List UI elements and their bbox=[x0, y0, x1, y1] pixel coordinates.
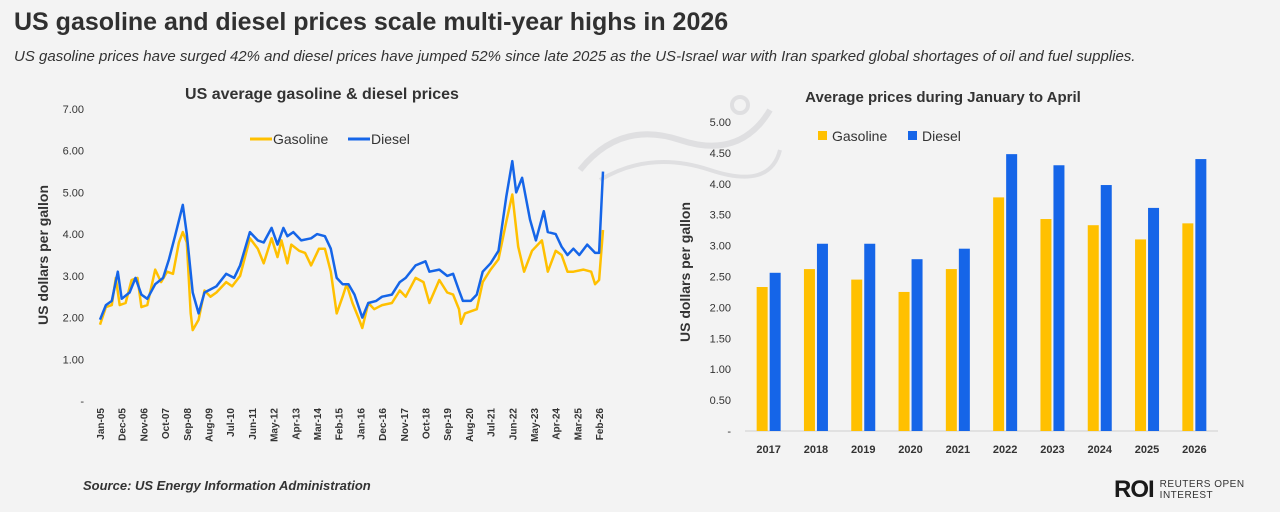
chart1-ytick-label: 5.00 bbox=[63, 187, 84, 199]
chart2-bar-gasoline bbox=[1135, 239, 1147, 431]
chart1-y-axis-label: US dollars per gallon bbox=[35, 185, 51, 325]
chart1-ytick-label: 2.00 bbox=[63, 313, 84, 325]
chart2-xtick-label: 2018 bbox=[804, 444, 828, 456]
chart2-bar-diesel bbox=[1006, 154, 1018, 432]
chart1-ytick-label: 7.00 bbox=[63, 104, 84, 116]
chart2-ytick-label: 2.00 bbox=[710, 302, 731, 314]
chart1-xtick-label: Dec-05 bbox=[118, 408, 129, 441]
chart2-ytick-label: 0.50 bbox=[710, 395, 731, 407]
chart2-legend-swatch bbox=[908, 131, 917, 140]
chart2-xtick-label: 2019 bbox=[851, 444, 875, 456]
chart1-series-line-diesel bbox=[98, 159, 605, 321]
chart2-bar-gasoline bbox=[803, 269, 815, 431]
chart2-ytick-label: - bbox=[727, 426, 731, 438]
chart2-bar-diesel bbox=[864, 243, 876, 431]
chart1-xtick-label: Apr-13 bbox=[291, 408, 302, 440]
chart2-legend-swatch bbox=[818, 131, 827, 140]
chart2-ytick-label: 4.50 bbox=[710, 148, 731, 160]
chart1-xtick-label: May-12 bbox=[270, 408, 281, 442]
chart2-xtick-label: 2024 bbox=[1088, 444, 1113, 456]
chart1-xtick-label: Dec-16 bbox=[378, 408, 389, 441]
chart1-xtick-label: Jan-05 bbox=[96, 408, 107, 440]
chart2-ytick-label: 1.00 bbox=[710, 364, 731, 376]
chart2-bar-diesel bbox=[816, 243, 828, 431]
chart1-xtick-label: Jul-10 bbox=[226, 408, 237, 437]
chart2-y-axis-label: US dollars per gallon bbox=[677, 202, 693, 342]
chart1-xtick-label: Mar-25 bbox=[573, 408, 584, 441]
chart1-xtick-label: Oct-07 bbox=[161, 408, 172, 440]
line-chart: US average gasoline & diesel prices - 1.00… bbox=[35, 86, 606, 442]
chart1-xtick-label: Sep-19 bbox=[443, 408, 454, 441]
chart1-xtick-label: Jun-11 bbox=[248, 408, 259, 440]
chart1-xtick-label: Jun-22 bbox=[508, 408, 519, 441]
chart2-legend-label: Gasoline bbox=[832, 128, 887, 144]
watermark-graphic bbox=[577, 95, 782, 182]
chart1-ytick-label: 4.00 bbox=[63, 229, 84, 241]
chart1-xtick-label: Mar-14 bbox=[313, 408, 324, 441]
chart2-bar-diesel bbox=[911, 259, 923, 431]
chart2-ytick-label: 2.50 bbox=[710, 272, 731, 284]
chart1-legend-label: Gasoline bbox=[273, 131, 328, 147]
chart1-xtick-label: Nov-06 bbox=[139, 408, 150, 442]
chart2-bar-gasoline bbox=[993, 197, 1005, 431]
chart2-bar-gasoline bbox=[1087, 225, 1099, 431]
chart1-xtick-label: Feb-15 bbox=[335, 408, 346, 441]
chart2-ytick-label: 1.50 bbox=[710, 333, 731, 345]
logo-line1: REUTERS OPEN bbox=[1159, 479, 1245, 490]
chart2-title: Average prices during January to April bbox=[805, 89, 1081, 106]
roi-logo: ROI REUTERS OPEN INTEREST bbox=[1114, 476, 1245, 504]
chart2-ytick-label: 3.50 bbox=[710, 210, 731, 222]
chart2-bar-diesel bbox=[769, 272, 781, 431]
chart1-xtick-label: Nov-17 bbox=[400, 408, 411, 442]
chart1-xtick-label: Apr-24 bbox=[552, 408, 563, 440]
chart2-xtick-label: 2022 bbox=[993, 444, 1017, 456]
chart2-bar-gasoline bbox=[945, 269, 957, 431]
chart1-ytick-label: 1.00 bbox=[63, 354, 84, 366]
chart2-xtick-label: 2026 bbox=[1182, 444, 1206, 456]
chart2-ytick-label: 4.00 bbox=[710, 179, 731, 191]
chart1-ytick-label: 6.00 bbox=[63, 146, 84, 158]
chart1-xtick-label: Feb-26 bbox=[595, 408, 606, 441]
logo-line2: INTEREST bbox=[1159, 490, 1214, 501]
chart2-bar-gasoline bbox=[898, 291, 910, 431]
chart1-xtick-label: Aug-20 bbox=[465, 408, 476, 442]
chart2-xtick-label: 2020 bbox=[898, 444, 922, 456]
chart1-title: US average gasoline & diesel prices bbox=[185, 86, 459, 103]
chart2-bar-diesel bbox=[1148, 207, 1160, 431]
chart2-xtick-label: 2017 bbox=[756, 444, 780, 456]
chart2-xtick-label: 2021 bbox=[946, 444, 970, 456]
chart2-xtick-label: 2023 bbox=[1040, 444, 1064, 456]
chart1-xtick-label: Oct-18 bbox=[421, 408, 432, 440]
logo-mark: ROI bbox=[1114, 476, 1155, 503]
chart1-xtick-label: Sep-08 bbox=[183, 408, 194, 441]
headline: US gasoline and diesel prices scale mult… bbox=[14, 8, 729, 36]
chart2-bar-diesel bbox=[1100, 185, 1112, 431]
chart2-bar-diesel bbox=[1195, 159, 1207, 431]
source-note: Source: US Energy Information Administra… bbox=[83, 478, 371, 493]
chart2-bar-gasoline bbox=[756, 287, 768, 431]
chart1-series-line-gasoline bbox=[98, 193, 605, 332]
chart2-bar-diesel bbox=[1053, 165, 1065, 431]
chart2-bar-gasoline bbox=[1040, 219, 1052, 431]
chart1-ytick-label: 3.00 bbox=[63, 271, 84, 283]
chart1-xtick-label: May-23 bbox=[530, 408, 541, 442]
chart1-legend-label: Diesel bbox=[371, 131, 410, 147]
chart2-xtick-label: 2025 bbox=[1135, 444, 1159, 456]
subheadline: US gasoline prices have surged 42% and d… bbox=[14, 48, 1136, 65]
chart2-bar-diesel bbox=[958, 248, 970, 431]
chart1-xtick-label: Aug-09 bbox=[204, 408, 215, 442]
chart2-ytick-label: 5.00 bbox=[710, 117, 731, 129]
chart1-xtick-label: Jan-16 bbox=[356, 408, 367, 440]
chart2-bar-gasoline bbox=[1182, 223, 1194, 431]
logo-text: REUTERS OPEN INTEREST bbox=[1160, 479, 1245, 501]
chart1-ytick-label: - bbox=[80, 396, 84, 408]
chart1-xtick-label: Jul-21 bbox=[487, 408, 498, 437]
chart2-bar-gasoline bbox=[851, 279, 863, 431]
chart2-ytick-label: 3.00 bbox=[710, 241, 731, 253]
chart2-legend-label: Diesel bbox=[922, 128, 961, 144]
